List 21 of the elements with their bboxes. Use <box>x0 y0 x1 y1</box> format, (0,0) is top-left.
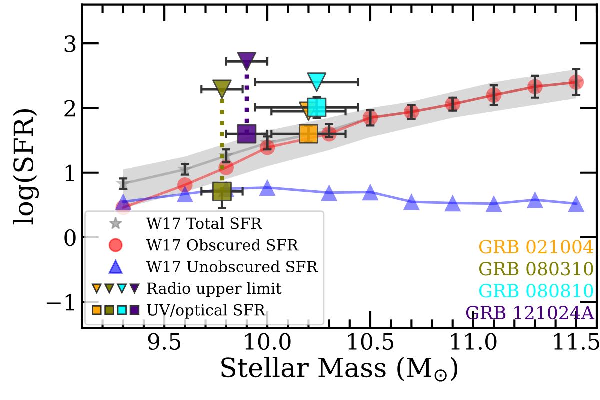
y-tick-label: 2 <box>64 100 76 117</box>
y-tick-label: 0 <box>64 229 76 246</box>
x-tick-label: 10.0 <box>246 333 291 350</box>
x-tick-label: 10.5 <box>348 333 394 350</box>
annotation: GRB 021004 <box>479 240 594 254</box>
legend-label: Radio upper limit <box>147 282 282 298</box>
annotation: GRB 080310 <box>479 262 594 276</box>
legend-label: W17 Obscured SFR <box>146 239 299 251</box>
legend-label: W17 Unobscured SFR <box>146 260 318 273</box>
y-tick-label: −1 <box>46 294 74 311</box>
legend-label: UV/optical SFR <box>147 304 266 319</box>
y-tick-label: 3 <box>64 36 76 52</box>
x-tick-label: 11.0 <box>451 333 497 350</box>
y-tick-label: 1 <box>66 164 74 182</box>
x-tick-label: 11.5 <box>554 333 600 350</box>
annotation: GRB 080810 <box>479 284 594 298</box>
y-axis-title: log(SFR) <box>13 109 40 225</box>
legend-label: W17 Total SFR <box>146 217 262 230</box>
x-axis-title: Stellar Mass (M$_{⊙}$) <box>222 357 458 382</box>
annotation: GRB 121024A <box>466 306 595 320</box>
x-tick-label: 9.5 <box>148 333 181 350</box>
